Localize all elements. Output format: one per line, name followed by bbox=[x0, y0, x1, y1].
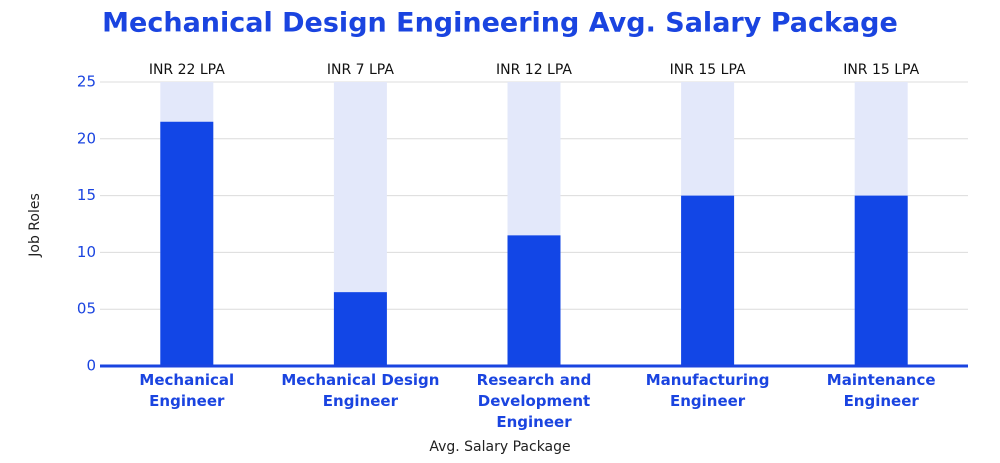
y-tick-label: 0 bbox=[86, 357, 96, 375]
y-tick-label: 15 bbox=[77, 186, 96, 204]
chart-title: Mechanical Design Engineering Avg. Salar… bbox=[102, 8, 898, 39]
y-tick-label: 05 bbox=[77, 300, 96, 318]
value-label: INR 15 LPA bbox=[843, 62, 919, 78]
x-tick-label: Mechanical Engineer bbox=[139, 371, 235, 410]
y-tick-label: 20 bbox=[77, 129, 96, 147]
value-label: INR 7 LPA bbox=[327, 62, 394, 78]
bar bbox=[854, 195, 908, 366]
y-tick-label: 10 bbox=[77, 243, 96, 261]
value-label: INR 15 LPA bbox=[670, 62, 746, 78]
y-axis-label: Job Roles bbox=[27, 193, 43, 258]
x-tick-label: Research and Development Engineer bbox=[476, 371, 592, 431]
x-tick-label: Manufacturing Engineer bbox=[645, 371, 770, 410]
bar bbox=[160, 121, 214, 366]
bar bbox=[681, 195, 735, 366]
bar bbox=[333, 292, 387, 366]
value-label: INR 22 LPA bbox=[149, 62, 225, 78]
x-tick-label: Mechanical Design Engineer bbox=[281, 371, 440, 410]
value-label: INR 12 LPA bbox=[496, 62, 572, 78]
x-axis-label: Avg. Salary Package bbox=[429, 439, 570, 455]
y-tick-label: 25 bbox=[77, 73, 96, 91]
bar bbox=[507, 235, 561, 366]
x-tick-label: Maintenance Engineer bbox=[826, 371, 936, 410]
